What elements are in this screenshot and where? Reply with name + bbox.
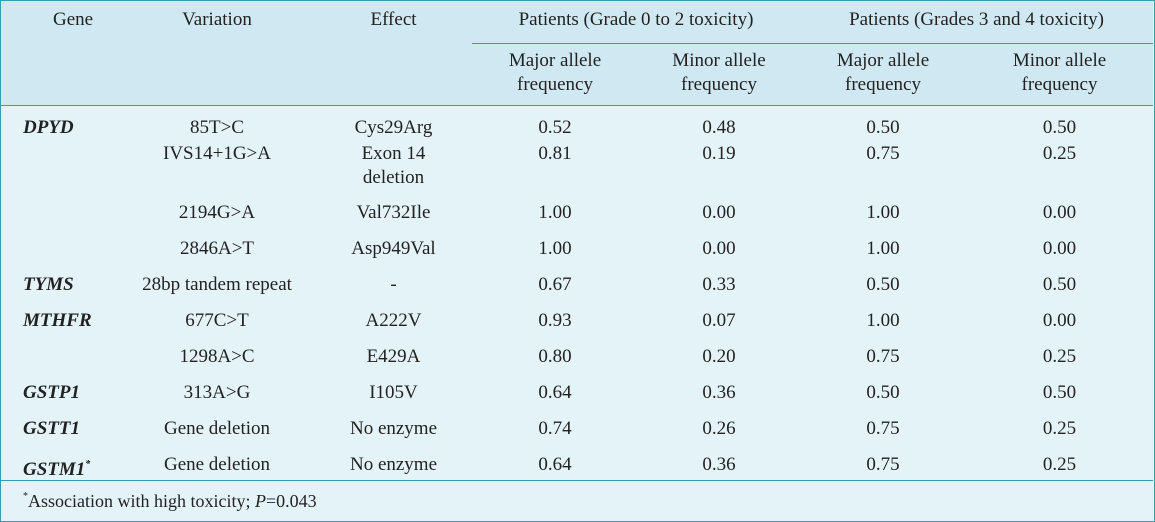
gene-cell (1, 345, 119, 381)
effect-cell: Exon 14 deletion (361, 143, 426, 188)
major-freq-2-cell: 0.50 (866, 274, 900, 295)
variation-cell: 85T>C (119, 105, 315, 142)
major-freq-1-cell: 0.64 (538, 454, 572, 475)
effect-cell: Asp949Val (351, 238, 436, 259)
minor-freq-2-cell: 0.25 (1042, 143, 1077, 164)
minor-freq-2-cell: 0.25 (1042, 418, 1077, 439)
effect-cell: Cys29Arg (315, 105, 472, 142)
table-row: DPYD 85T>C Cys29Arg 0.52 0.48 0.50 0.50 (1, 105, 1154, 142)
minor-freq-2-cell: 0.25 (1042, 454, 1077, 475)
major-freq-2-cell: 1.00 (866, 238, 900, 259)
effect-cell: A222V (365, 310, 422, 331)
table-row: 2846A>T Asp949Val 1.00 0.00 1.00 0.00 (1, 237, 1153, 273)
major-freq-2-cell: 1.00 (866, 202, 900, 223)
major-freq-2-cell: 0.50 (800, 105, 966, 142)
minor-freq-2-cell: 0.00 (1042, 310, 1077, 331)
minor-freq-1-cell: 0.00 (702, 238, 736, 259)
table-row: IVS14+1G>A Exon 14 deletion 0.81 0.19 0.7… (1, 142, 1153, 201)
variation-cell: Gene deletion (163, 454, 271, 475)
table-row: MTHFR 677C>T A222V 0.93 0.07 1.00 0.00 (1, 309, 1153, 345)
header-variation: Variation (182, 9, 252, 30)
effect-cell: - (390, 274, 397, 295)
allele-frequency-table: Gene Variation Effect Patients (Grade 0 … (1, 1, 1154, 489)
variation-cell: 2846A>T (179, 238, 255, 259)
minor-freq-1-cell: 0.07 (702, 310, 736, 331)
minor-freq-2-cell: 0.50 (1042, 274, 1077, 295)
minor-freq-1-cell: 0.36 (702, 382, 736, 403)
major-freq-2-cell: 1.00 (866, 310, 900, 331)
gene-cell: GSTP1 (23, 382, 80, 403)
gene-cell (1, 142, 119, 201)
header-gene: Gene (53, 9, 94, 30)
minor-freq-1-cell: 0.20 (702, 346, 736, 367)
table-row: TYMS 28bp tandem repeat - 0.67 0.33 0.50… (1, 273, 1153, 309)
header-group-high-toxicity: Patients (Grades 3 and 4 toxicity) (849, 9, 1104, 30)
minor-freq-2-cell: 0.00 (1042, 238, 1077, 259)
major-freq-1-cell: 1.00 (538, 202, 572, 223)
effect-cell: I105V (369, 382, 418, 403)
gene-cell: GSTM1* (23, 459, 91, 480)
effect-cell: Val732Ile (356, 202, 431, 223)
variation-cell: 1298A>C (179, 346, 255, 367)
header-minor-allele-1: Minor allele frequency (638, 43, 800, 106)
major-freq-1-cell: 0.67 (538, 274, 572, 295)
table-row: GSTT1 Gene deletion No enzyme 0.74 0.26 … (1, 417, 1153, 453)
major-freq-1-cell: 0.74 (538, 418, 572, 439)
major-freq-1-cell: 0.52 (472, 105, 638, 142)
major-freq-2-cell: 0.50 (866, 382, 900, 403)
minor-freq-1-cell: 0.19 (702, 143, 736, 164)
major-freq-1-cell: 1.00 (538, 238, 572, 259)
variation-cell: Gene deletion (163, 418, 271, 439)
variation-cell: 28bp tandem repeat (142, 274, 292, 295)
table-footnote: *Association with high toxicity; P=0.043 (1, 480, 1153, 521)
table-row: 1298A>C E429A 0.80 0.20 0.75 0.25 (1, 345, 1153, 381)
variation-cell: 2194G>A (178, 202, 256, 223)
gene-cell (1, 201, 119, 237)
variation-cell: 313A>G (183, 382, 251, 403)
variation-cell: 677C>T (185, 310, 249, 331)
table-row: 2194G>A Val732Ile 1.00 0.00 1.00 0.00 (1, 201, 1153, 237)
minor-freq-1-cell: 0.00 (702, 202, 736, 223)
minor-freq-1-cell: 0.48 (638, 105, 800, 142)
major-freq-1-cell: 0.80 (538, 346, 572, 367)
header-major-allele-2: Major allele frequency (800, 43, 966, 106)
gene-cell: GSTT1 (23, 418, 80, 439)
gene-cell: TYMS (23, 274, 74, 295)
minor-freq-2-cell: 0.50 (1042, 382, 1077, 403)
header-effect: Effect (370, 9, 417, 30)
minor-freq-2-cell: 0.25 (1042, 346, 1077, 367)
major-freq-1-cell: 0.81 (538, 143, 572, 164)
major-freq-2-cell: 0.75 (866, 346, 900, 367)
header-group-low-toxicity: Patients (Grade 0 to 2 toxicity) (518, 9, 754, 30)
table-row: GSTM1* Gene deletion No enzyme 0.64 0.36… (1, 453, 1153, 489)
major-freq-2-cell: 0.75 (866, 418, 900, 439)
minor-freq-2-cell: 0.00 (1042, 202, 1077, 223)
minor-freq-2-cell: 0.50 (966, 105, 1154, 142)
variation-cell: IVS14+1G>A (163, 143, 271, 164)
minor-freq-1-cell: 0.36 (702, 454, 736, 475)
table-row: GSTP1 313A>G I105V 0.64 0.36 0.50 0.50 (1, 381, 1153, 417)
minor-freq-1-cell: 0.33 (702, 274, 736, 295)
major-freq-1-cell: 0.93 (538, 310, 572, 331)
gene-cell: MTHFR (23, 310, 92, 331)
header-major-allele-1: Major allele frequency (472, 43, 638, 106)
footnote-text: *Association with high toxicity; P=0.043 (23, 491, 317, 511)
major-freq-2-cell: 0.75 (866, 454, 900, 475)
header-minor-allele-2: Minor allele frequency (966, 43, 1154, 106)
major-freq-2-cell: 0.75 (866, 143, 900, 164)
gene-cell: DPYD (1, 105, 119, 142)
effect-cell: E429A (366, 346, 421, 367)
major-freq-1-cell: 0.64 (538, 382, 572, 403)
gene-cell (1, 237, 119, 273)
effect-cell: No enzyme (349, 454, 438, 475)
minor-freq-1-cell: 0.26 (702, 418, 736, 439)
effect-cell: No enzyme (349, 418, 438, 439)
footnote-marker: * (85, 459, 91, 470)
